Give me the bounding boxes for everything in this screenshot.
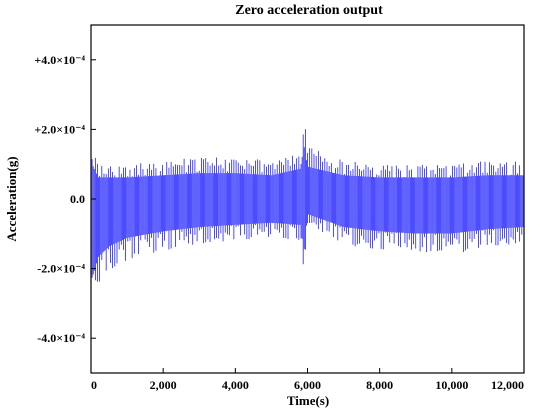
- x-tick-label: 8,000: [366, 378, 393, 392]
- x-tick-label: 2,000: [150, 378, 177, 392]
- y-tick-label: +4.0×10⁻⁴: [34, 53, 85, 67]
- ticks-layer: 0 2,000 4,000 6,000 8,000 10,000 12,000 +4.0×10…: [34, 53, 525, 392]
- y-tick-label: +2.0×10⁻⁴: [34, 122, 85, 136]
- x-tick-label: 0: [91, 378, 97, 392]
- chart-title: Zero acceleration output: [235, 3, 383, 18]
- x-tick-label: 6,000: [294, 378, 321, 392]
- series-layer: [90, 129, 525, 305]
- y-tick-label: 0.0: [70, 192, 85, 206]
- x-tick-label: 4,000: [222, 378, 249, 392]
- y-axis-label: Acceleration(g): [4, 156, 19, 241]
- x-tick-label: 10,000: [435, 378, 468, 392]
- x-tick-label: 12,000: [491, 378, 524, 392]
- series-line-0: [90, 129, 525, 305]
- y-tick-label: -4.0×10⁻⁴: [37, 331, 85, 345]
- x-axis-label: Time(s): [287, 393, 329, 408]
- y-tick-label: -2.0×10⁻⁴: [37, 262, 85, 276]
